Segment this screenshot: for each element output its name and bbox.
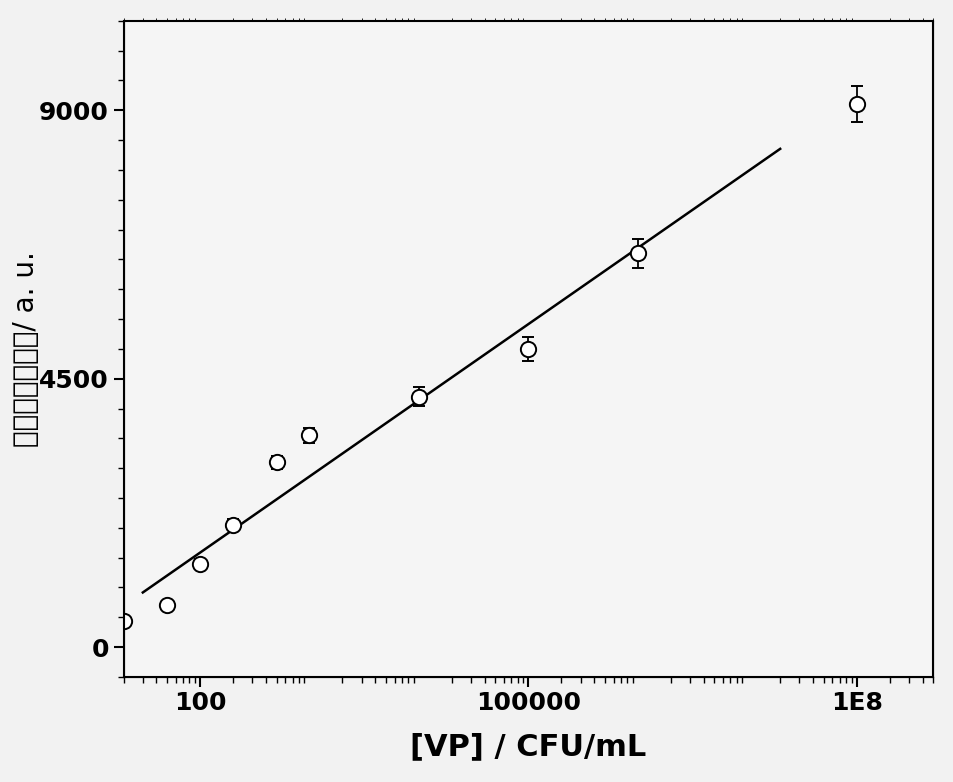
Text: 电化学发光强度/ a. u.: 电化学发光强度/ a. u. (12, 251, 40, 447)
X-axis label: [VP] / CFU/mL: [VP] / CFU/mL (410, 732, 646, 761)
